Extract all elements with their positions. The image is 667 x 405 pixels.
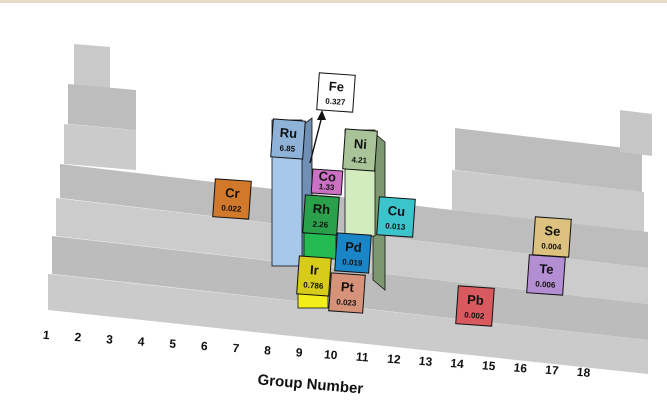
element-value: 1.33: [319, 182, 336, 192]
element-tile-pb-box: [455, 285, 495, 327]
element-value: 0.013: [385, 221, 406, 231]
element-symbol: Pd: [345, 239, 363, 255]
element-symbol: Se: [544, 223, 561, 239]
group-tick-label-10: 10: [323, 347, 338, 362]
element-tile-se: Se 0.004: [532, 216, 572, 258]
fe-arrow: [309, 115, 323, 164]
element-value: 0.023: [336, 297, 357, 307]
element-tile-co: Co1.33: [310, 168, 344, 196]
group-tick-label-12: 12: [387, 352, 402, 367]
group-tick-label-7: 7: [232, 341, 240, 356]
group-tick-label-3: 3: [106, 332, 114, 347]
element-tile-cu: Cu 0.013: [376, 196, 416, 238]
element-tile-cr: Cr 0.022: [212, 178, 252, 220]
element-tile-ru-box: [270, 118, 306, 160]
element-symbol: Rh: [312, 201, 330, 217]
element-symbol: Cr: [225, 185, 240, 201]
element-value: 2.26: [312, 220, 329, 230]
element-tile-ni: Ni 4.21: [342, 128, 378, 172]
element-value: 0.022: [221, 203, 242, 213]
element-value: 0.786: [303, 280, 324, 290]
element-tile-fe: Fe 0.327: [316, 72, 356, 113]
group-tick-label-9: 9: [295, 345, 303, 360]
table-upper-left-block-2: [64, 124, 136, 170]
fe-arrow-head: [317, 110, 326, 120]
table-group-1-top-cell: [74, 44, 110, 88]
element-tile-fe-box: [316, 72, 356, 113]
element-symbol: Pt: [340, 279, 355, 295]
element-tile-pd-box: [334, 232, 372, 274]
element-tile-rh-box: [302, 194, 340, 236]
group-tick-label-2: 2: [74, 330, 82, 345]
element-symbol: Pb: [467, 292, 485, 308]
element-tile-ni-box: [342, 128, 378, 172]
group-tick-label-6: 6: [200, 339, 208, 354]
element-tile-pt: Pt 0.023: [328, 272, 366, 314]
element-value: 0.327: [325, 97, 346, 107]
table-group-18-top-cell: [620, 110, 652, 156]
element-tile-cu-box: [376, 196, 416, 238]
group-tick-label-15: 15: [481, 358, 496, 373]
x-axis-title: Group Number: [257, 371, 364, 397]
table-upper-right-block: [455, 128, 642, 192]
element-tile-pb: Pb 0.002: [455, 285, 495, 327]
group-tick-label-8: 8: [264, 343, 272, 358]
table-upper-left-block: [68, 84, 136, 130]
group-tick-label-18: 18: [576, 365, 591, 380]
group-tick-label-13: 13: [418, 354, 433, 369]
top-rule: [0, 0, 667, 3]
element-tile-ir-box: [296, 255, 332, 297]
group-tick-label-5: 5: [169, 337, 177, 352]
element-symbol: Ru: [279, 125, 297, 141]
element-tiles: Cr 0.022 Ru 6.85 Fe 0.327 Co1.33 Rh 2.26 Ir 0.786 N…: [212, 72, 572, 327]
element-symbol: Te: [539, 261, 554, 277]
table-band-4: [48, 274, 648, 374]
x-axis: 1 2 3 4 5 6 7 8 9 10 11 12 13 14 15 16 17 18: [42, 328, 591, 380]
group-tick-label-16: 16: [513, 360, 528, 375]
element-symbol: Fe: [328, 79, 344, 95]
element-tile-te: Te 0.006: [526, 254, 566, 296]
element-tile-pt-box: [328, 272, 366, 314]
element-tile-ru: Ru 6.85: [270, 118, 306, 160]
element-symbol: Co: [318, 168, 336, 184]
element-value: 0.002: [464, 310, 485, 320]
element-tile-co-box: [310, 168, 344, 196]
table-upper-right-block-2: [452, 170, 644, 232]
group-tick-label-1: 1: [42, 328, 50, 343]
element-value: 0.006: [535, 279, 556, 289]
bar-rh-lower: [303, 232, 337, 260]
element-value: 0.019: [342, 257, 363, 267]
element-tile-ir: Ir 0.786: [296, 255, 332, 297]
element-tile-te-box: [526, 254, 566, 296]
element-value: 0.004: [541, 241, 562, 251]
group-tick-label-14: 14: [450, 356, 465, 371]
group-tick-label-17: 17: [545, 363, 560, 378]
element-symbol: Ni: [353, 136, 367, 152]
element-value: 6.85: [279, 144, 296, 154]
group-tick-label-4: 4: [137, 334, 145, 349]
element-tile-rh: Rh 2.26: [302, 194, 340, 236]
element-tile-pd: Pd 0.019: [334, 232, 372, 274]
group-tick-label-11: 11: [355, 349, 369, 364]
element-symbol: Cu: [387, 203, 405, 219]
element-symbol: Ir: [310, 262, 320, 278]
element-value: 4.21: [351, 155, 368, 165]
element-tile-cr-box: [212, 178, 252, 220]
